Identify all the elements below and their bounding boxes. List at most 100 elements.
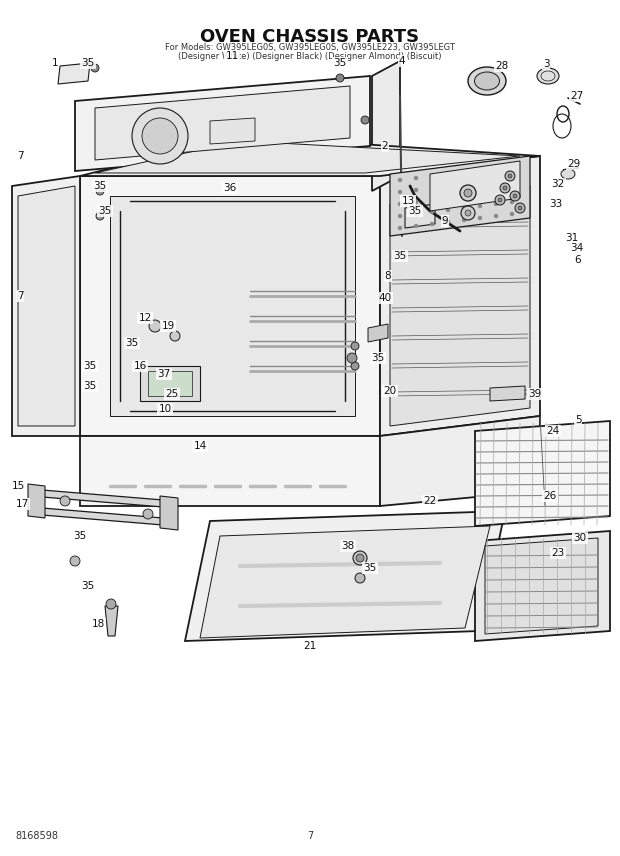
- Circle shape: [361, 116, 369, 124]
- Text: 22: 22: [423, 496, 436, 506]
- Text: 35: 35: [409, 206, 422, 216]
- Text: 16: 16: [133, 361, 146, 371]
- Polygon shape: [160, 496, 178, 530]
- Text: 35: 35: [73, 531, 87, 541]
- Circle shape: [498, 198, 502, 202]
- Circle shape: [430, 210, 434, 214]
- Circle shape: [91, 64, 99, 72]
- Text: 7: 7: [17, 291, 24, 301]
- Ellipse shape: [468, 67, 506, 95]
- Polygon shape: [390, 156, 530, 236]
- Text: 35: 35: [125, 338, 139, 348]
- Circle shape: [414, 212, 418, 216]
- Text: 15: 15: [11, 481, 25, 491]
- Text: 35: 35: [83, 361, 97, 371]
- Ellipse shape: [537, 68, 559, 84]
- Circle shape: [478, 192, 482, 196]
- Text: 5: 5: [575, 415, 582, 425]
- Circle shape: [96, 187, 104, 195]
- Text: 3: 3: [542, 59, 549, 69]
- Text: 25: 25: [166, 389, 179, 399]
- Circle shape: [494, 214, 498, 218]
- Text: 37: 37: [157, 369, 170, 379]
- Polygon shape: [485, 538, 598, 634]
- Polygon shape: [80, 436, 380, 506]
- Text: 18: 18: [91, 619, 105, 629]
- Polygon shape: [75, 76, 370, 171]
- Circle shape: [414, 188, 418, 192]
- Polygon shape: [185, 511, 505, 641]
- Text: 8168598: 8168598: [15, 831, 58, 841]
- Text: 35: 35: [83, 381, 97, 391]
- Text: 13: 13: [401, 196, 415, 206]
- Text: 35: 35: [334, 58, 347, 68]
- Circle shape: [356, 554, 364, 562]
- Polygon shape: [390, 186, 530, 426]
- Circle shape: [446, 220, 450, 224]
- Text: 29: 29: [567, 159, 580, 169]
- Circle shape: [398, 226, 402, 230]
- Circle shape: [510, 188, 514, 192]
- Text: 6: 6: [575, 255, 582, 265]
- Circle shape: [478, 180, 482, 184]
- Text: 35: 35: [371, 353, 384, 363]
- Circle shape: [446, 172, 450, 176]
- Circle shape: [510, 200, 514, 204]
- Polygon shape: [475, 531, 610, 641]
- Text: 32: 32: [551, 179, 565, 189]
- Circle shape: [510, 164, 514, 168]
- Text: 38: 38: [342, 541, 355, 551]
- Text: 19: 19: [161, 321, 175, 331]
- Text: 24: 24: [546, 426, 560, 436]
- Polygon shape: [368, 324, 388, 342]
- Circle shape: [446, 208, 450, 212]
- Circle shape: [398, 214, 402, 218]
- Circle shape: [96, 212, 104, 220]
- Text: 8: 8: [384, 271, 391, 281]
- Polygon shape: [405, 204, 435, 228]
- Text: 31: 31: [565, 233, 578, 243]
- Polygon shape: [30, 489, 175, 508]
- Circle shape: [142, 118, 178, 154]
- Circle shape: [336, 74, 344, 82]
- Circle shape: [515, 203, 525, 213]
- Circle shape: [461, 206, 475, 220]
- Text: 39: 39: [528, 389, 542, 399]
- Circle shape: [347, 353, 357, 363]
- Circle shape: [430, 198, 434, 202]
- Polygon shape: [490, 386, 525, 401]
- Text: 35: 35: [94, 181, 107, 191]
- Polygon shape: [380, 156, 540, 436]
- Polygon shape: [30, 507, 175, 526]
- Text: 4: 4: [399, 56, 405, 66]
- Circle shape: [510, 191, 520, 201]
- Text: 14: 14: [193, 441, 206, 451]
- Circle shape: [149, 320, 161, 332]
- Polygon shape: [95, 141, 520, 173]
- Circle shape: [518, 206, 522, 210]
- Polygon shape: [140, 366, 200, 401]
- Text: (Designer White) (Designer Black) (Designer Almond) (Biscuit): (Designer White) (Designer Black) (Desig…: [179, 52, 441, 61]
- Text: 28: 28: [495, 61, 508, 71]
- Circle shape: [462, 206, 466, 210]
- Polygon shape: [18, 186, 75, 426]
- Circle shape: [398, 202, 402, 206]
- Polygon shape: [110, 196, 355, 416]
- Text: 20: 20: [383, 386, 397, 396]
- Circle shape: [143, 509, 153, 519]
- Circle shape: [494, 202, 498, 206]
- Circle shape: [494, 178, 498, 182]
- Circle shape: [106, 599, 116, 609]
- Text: 27: 27: [570, 91, 583, 101]
- Text: 12: 12: [138, 313, 152, 323]
- Circle shape: [446, 184, 450, 188]
- Polygon shape: [380, 416, 540, 506]
- Circle shape: [503, 186, 507, 190]
- Circle shape: [446, 196, 450, 200]
- Ellipse shape: [561, 169, 575, 179]
- Text: OVEN CHASSIS PARTS: OVEN CHASSIS PARTS: [200, 28, 420, 46]
- Polygon shape: [80, 176, 380, 436]
- Polygon shape: [475, 421, 610, 526]
- Polygon shape: [372, 61, 400, 191]
- Circle shape: [398, 178, 402, 182]
